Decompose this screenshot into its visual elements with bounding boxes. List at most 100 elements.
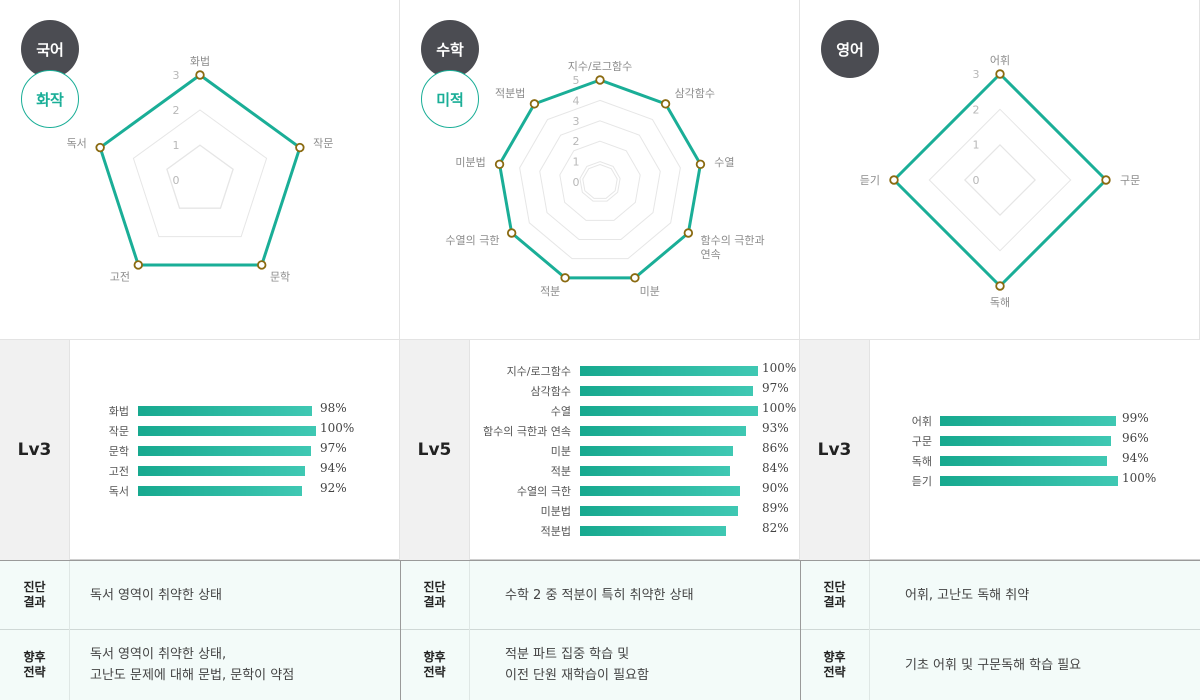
progress-bar bbox=[940, 436, 1111, 446]
radar-point bbox=[494, 159, 505, 169]
radar-axis-label: 화법 bbox=[190, 55, 210, 68]
bars-korean: 화법 98% 작문 100% 문학 97% 고전 94% 독서 92% bbox=[70, 340, 400, 560]
radar-point bbox=[995, 281, 1005, 291]
radar-data-line bbox=[892, 72, 1108, 288]
diagnosis-math: 진단 결과 수학 2 중 적분이 특히 취약한 상태 bbox=[400, 560, 800, 630]
radar-tick-label: 2 bbox=[173, 104, 180, 117]
radar-grid-ring bbox=[519, 99, 681, 260]
progress-bar bbox=[580, 526, 726, 536]
bars-english: 어휘 99% 구문 96% 독해 94% 듣기 100% bbox=[870, 340, 1200, 560]
strategy-text: 기초 어휘 및 구문독해 학습 필요 bbox=[905, 657, 1082, 673]
radar-tick-label: 1 bbox=[573, 156, 580, 169]
panel-english: 0 1 2 3 어휘 구문 독해 듣기 영어 bbox=[800, 0, 1200, 340]
diagnosis-head: 진단 결과 bbox=[800, 560, 870, 630]
diagnosis-korean: 진단 결과 독서 영역이 취약한 상태 bbox=[0, 560, 400, 630]
bar-label: 미분 bbox=[550, 445, 571, 458]
radar-point bbox=[1101, 175, 1111, 185]
radar-point bbox=[995, 69, 1005, 79]
progress-bar bbox=[138, 426, 316, 436]
radar-point bbox=[257, 260, 267, 270]
column-divider bbox=[800, 560, 801, 700]
bar-label: 독서 bbox=[108, 485, 129, 498]
progress-bar bbox=[580, 406, 758, 416]
notes-frame bbox=[0, 560, 1200, 700]
bar-value: 92% bbox=[320, 481, 347, 495]
bar-value: 100% bbox=[762, 361, 797, 375]
level-row: Lv3 화법 98% 작문 100% 문학 97% 고전 94% 독서 92% Lv5 지수/로그… bbox=[0, 340, 1200, 560]
radar-point bbox=[630, 273, 640, 283]
bar-label: 작문 bbox=[108, 425, 129, 438]
progress-bar bbox=[580, 506, 739, 516]
bar-label: 독해 bbox=[911, 455, 932, 468]
radar-tick-label: 2 bbox=[973, 103, 980, 116]
bar-label: 미분법 bbox=[540, 505, 571, 518]
diagnosis-english: 진단 결과 어휘, 고난도 독해 취약 bbox=[800, 560, 1200, 630]
strategy-head: 향후 전략 bbox=[800, 630, 870, 700]
diagnosis-text: 수학 2 중 적분이 특히 취약한 상태 bbox=[505, 587, 694, 603]
radar-axis-label: 문학 bbox=[270, 270, 290, 283]
radar-grid-ring bbox=[539, 120, 661, 241]
bar-value: 93% bbox=[762, 421, 789, 435]
bar-value: 99% bbox=[1122, 411, 1149, 425]
bar-label: 고전 bbox=[108, 465, 129, 478]
radar-axis-label: 미분 bbox=[640, 285, 660, 298]
panel-math: 0 1 2 3 4 5 지수/로그함수 삼각함수 수열 함수의 극한과 연속 미분 적분 수열의 극한 미분… bbox=[400, 0, 800, 340]
bar-value: 100% bbox=[1122, 471, 1157, 485]
diagnosis-head: 진단 결과 bbox=[0, 560, 70, 630]
radar-axis-label: 수열의 극한 bbox=[445, 234, 499, 247]
radar-grid-ring bbox=[132, 109, 268, 238]
strategy-english: 향후 전략 기초 어휘 및 구문독해 학습 필요 bbox=[800, 630, 1200, 700]
radar-tick-label: 1 bbox=[173, 139, 180, 152]
progress-bar bbox=[940, 476, 1118, 486]
bar-value: 84% bbox=[762, 461, 789, 475]
radar-point bbox=[295, 142, 305, 153]
progress-bar bbox=[940, 416, 1117, 426]
radar-axis-label: 구문 bbox=[1120, 174, 1140, 187]
radar-point bbox=[506, 228, 517, 238]
radar-point bbox=[889, 175, 899, 185]
radar-point bbox=[683, 228, 694, 238]
radar-tick-label: 4 bbox=[573, 94, 580, 107]
radar-tick-label: 0 bbox=[973, 174, 980, 187]
bar-label: 수열의 극한 bbox=[516, 485, 571, 498]
radar-grid-ring bbox=[928, 108, 1072, 252]
bar-label: 삼각함수 bbox=[530, 385, 571, 398]
radar-axis-label: 적분법 bbox=[495, 87, 525, 100]
radar-axis-label: 듣기 bbox=[860, 174, 880, 187]
radar-point bbox=[560, 273, 570, 283]
radar-axis-label: 고전 bbox=[110, 270, 130, 283]
strategy-math: 향후 전략 적분 파트 집중 학습 및 이전 단원 재학습이 필요함 bbox=[400, 630, 800, 700]
progress-bar bbox=[580, 386, 753, 396]
bar-label: 지수/로그함수 bbox=[506, 365, 571, 378]
radar-tick-label: 1 bbox=[973, 139, 980, 152]
radar-axis-label: 지수/로그함수 bbox=[568, 60, 632, 73]
tag-badge-math: 미적 bbox=[421, 70, 479, 128]
progress-bar bbox=[580, 466, 730, 476]
diagnosis-head: 진단 결과 bbox=[400, 560, 470, 630]
bar-label: 화법 bbox=[108, 405, 129, 418]
radar-grid-ring bbox=[963, 143, 1037, 217]
radar-point bbox=[660, 99, 671, 109]
bar-value: 94% bbox=[1122, 451, 1149, 465]
bars-math: 지수/로그함수 100% 삼각함수 97% 수열 100% 함수의 극한과 연속 93% 미분 8… bbox=[470, 340, 800, 560]
bar-label: 수열 bbox=[550, 405, 571, 418]
level-korean: Lv3 bbox=[0, 340, 70, 560]
radar-point bbox=[595, 75, 605, 85]
bar-value: 96% bbox=[1122, 431, 1149, 445]
bar-label: 함수의 극한과 연속 bbox=[483, 425, 571, 438]
radar-tick-label: 0 bbox=[573, 176, 580, 189]
tag-badge-korean: 화작 bbox=[21, 70, 79, 128]
radar-tick-label: 3 bbox=[573, 115, 580, 128]
radar-point bbox=[529, 99, 540, 109]
radar-data-line bbox=[498, 78, 702, 280]
bar-value: 97% bbox=[762, 381, 789, 395]
bar-label: 듣기 bbox=[911, 475, 932, 488]
radar-axis-label: 어휘 bbox=[990, 54, 1010, 67]
bar-label: 구문 bbox=[911, 435, 932, 448]
bar-value: 86% bbox=[762, 441, 789, 455]
strategy-head: 향후 전략 bbox=[0, 630, 70, 700]
radar-axis-label: 작문 bbox=[313, 137, 333, 150]
bar-value: 94% bbox=[320, 461, 347, 475]
